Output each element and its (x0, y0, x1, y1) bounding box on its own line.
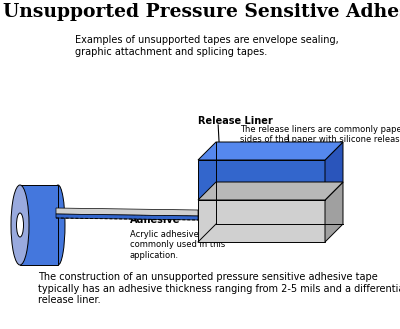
Polygon shape (198, 160, 325, 200)
Ellipse shape (11, 185, 29, 265)
Ellipse shape (51, 185, 65, 265)
Text: Release Liner: Release Liner (198, 116, 273, 126)
Polygon shape (325, 182, 343, 242)
Polygon shape (56, 208, 198, 216)
Text: The construction of an unsupported pressure sensitive adhesive tape
typically ha: The construction of an unsupported press… (38, 272, 400, 305)
Text: Unsupported Pressure Sensitive Adhesive Tape: Unsupported Pressure Sensitive Adhesive … (3, 3, 400, 21)
Polygon shape (198, 200, 325, 242)
Polygon shape (20, 185, 58, 265)
Polygon shape (56, 214, 198, 220)
Polygon shape (198, 142, 343, 160)
Polygon shape (198, 182, 343, 200)
Text: Examples of unsupported tapes are envelope sealing,
graphic attachment and splic: Examples of unsupported tapes are envelo… (75, 35, 339, 57)
Ellipse shape (16, 213, 24, 237)
Text: Acrylic adhesives are
commonly used in this
application.: Acrylic adhesives are commonly used in t… (130, 230, 225, 260)
Polygon shape (325, 142, 343, 200)
Text: The release liners are commonly paper and coated on both
sides of the paper with: The release liners are commonly paper an… (240, 125, 400, 155)
Text: Adhesive: Adhesive (130, 215, 180, 225)
